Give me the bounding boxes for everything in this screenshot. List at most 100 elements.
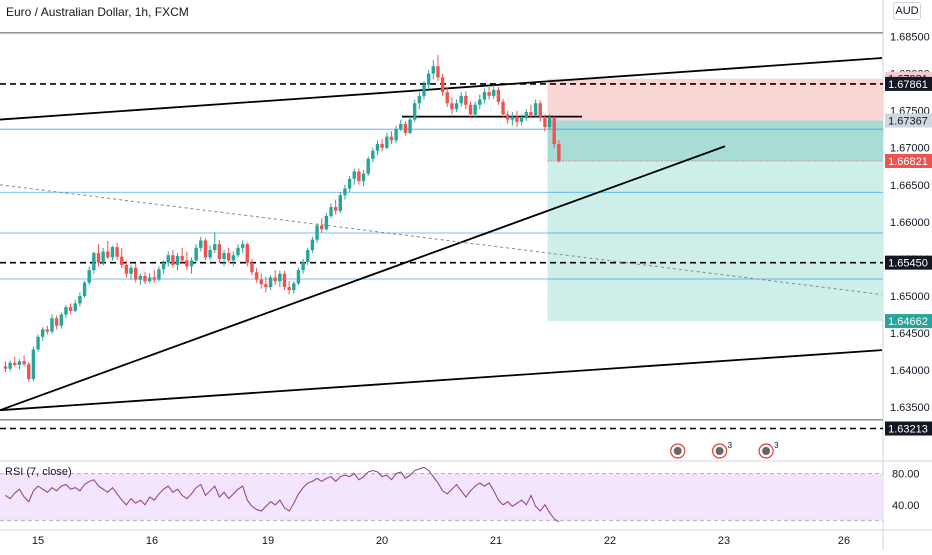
candle-111 xyxy=(519,118,524,122)
candle-94 xyxy=(440,77,445,93)
candle-18 xyxy=(87,270,91,283)
currency-button[interactable]: AUD xyxy=(893,2,921,20)
x-tick-5: 22 xyxy=(604,535,616,547)
candle-14 xyxy=(68,307,73,311)
candle-60 xyxy=(282,273,287,288)
candle-68 xyxy=(320,225,324,230)
candle-119 xyxy=(557,144,561,162)
x-tick-1: 16 xyxy=(146,535,158,547)
candle-27 xyxy=(129,267,133,274)
candle-103 xyxy=(482,92,487,100)
trend-line-2 xyxy=(0,349,883,412)
candle-11 xyxy=(54,318,59,326)
candle-55 xyxy=(259,279,263,285)
candle-2 xyxy=(13,362,17,365)
price-label-box-1 xyxy=(885,76,932,91)
candle-10 xyxy=(50,318,54,332)
candle-100 xyxy=(468,104,473,115)
candle-44 xyxy=(208,250,212,258)
candle-25 xyxy=(120,256,124,265)
x-tick-7: 26 xyxy=(838,535,850,547)
x-tick-2: 19 xyxy=(262,535,274,547)
candles xyxy=(3,55,561,383)
candle-117 xyxy=(547,118,552,127)
candle-77 xyxy=(361,173,366,182)
candle-66 xyxy=(310,239,315,251)
candle-0 xyxy=(3,366,8,369)
candle-63 xyxy=(296,270,301,284)
candle-8 xyxy=(41,329,45,337)
candle-109 xyxy=(510,116,515,120)
y-tick-8: 1.64500 xyxy=(890,328,930,340)
event-marker-dot-2 xyxy=(762,447,771,455)
candle-84 xyxy=(394,129,398,141)
candle-85 xyxy=(399,124,403,130)
candle-71 xyxy=(333,207,338,211)
candle-28 xyxy=(134,267,138,280)
candle-90 xyxy=(422,84,426,96)
candle-86 xyxy=(403,124,408,133)
candle-88 xyxy=(413,103,417,120)
price-label-3: 1.66821 xyxy=(888,156,928,168)
candle-62 xyxy=(292,283,296,291)
candle-73 xyxy=(343,188,347,196)
rsi-band xyxy=(0,473,883,521)
candle-23 xyxy=(110,247,115,258)
event-marker-count-2: 3 xyxy=(774,441,779,450)
candle-59 xyxy=(278,273,282,282)
candle-72 xyxy=(338,195,342,211)
candle-95 xyxy=(445,92,449,104)
candle-35 xyxy=(166,255,170,263)
candle-48 xyxy=(227,253,231,261)
candle-93 xyxy=(436,66,440,78)
candle-37 xyxy=(175,255,180,265)
y-tick-0: 1.68500 xyxy=(890,32,930,44)
candle-40 xyxy=(189,260,194,267)
candle-115 xyxy=(538,103,542,119)
candle-50 xyxy=(236,247,240,256)
candle-78 xyxy=(366,158,370,174)
candle-43 xyxy=(203,240,208,258)
y-tick-3: 1.67000 xyxy=(890,143,930,155)
candle-105 xyxy=(492,89,496,96)
candle-99 xyxy=(464,95,468,105)
candle-51 xyxy=(240,244,245,248)
candle-32 xyxy=(152,277,156,280)
x-tick-6: 23 xyxy=(718,535,730,547)
rsi-line xyxy=(5,466,560,523)
candle-82 xyxy=(385,136,389,148)
candle-70 xyxy=(329,207,333,216)
candle-56 xyxy=(264,284,268,288)
candle-7 xyxy=(36,336,40,350)
candle-5 xyxy=(27,364,31,380)
candle-74 xyxy=(347,178,352,189)
candle-107 xyxy=(501,101,505,115)
candle-114 xyxy=(533,103,538,116)
candle-9 xyxy=(45,329,50,332)
candle-12 xyxy=(59,314,63,326)
candle-81 xyxy=(380,144,384,148)
candle-29 xyxy=(138,276,143,280)
price-label-7: 1.63213 xyxy=(888,424,928,436)
candle-91 xyxy=(426,73,431,85)
candle-4 xyxy=(22,361,26,365)
price-label-box-7 xyxy=(885,421,932,436)
candle-21 xyxy=(101,251,105,263)
candle-16 xyxy=(78,296,82,304)
candle-67 xyxy=(315,225,319,240)
candle-41 xyxy=(194,247,198,261)
candle-54 xyxy=(254,272,259,280)
candle-113 xyxy=(529,112,533,116)
stop-loss-zone xyxy=(547,78,883,121)
candle-69 xyxy=(324,215,329,230)
rsi-tick-1: 40.00 xyxy=(892,500,920,512)
candle-110 xyxy=(515,116,519,122)
candle-64 xyxy=(301,261,305,271)
candle-106 xyxy=(496,89,501,102)
price-label-box-5 xyxy=(885,255,932,270)
candle-17 xyxy=(82,282,87,297)
price-label-2: 1.67367 xyxy=(888,116,928,128)
candle-116 xyxy=(543,118,547,127)
